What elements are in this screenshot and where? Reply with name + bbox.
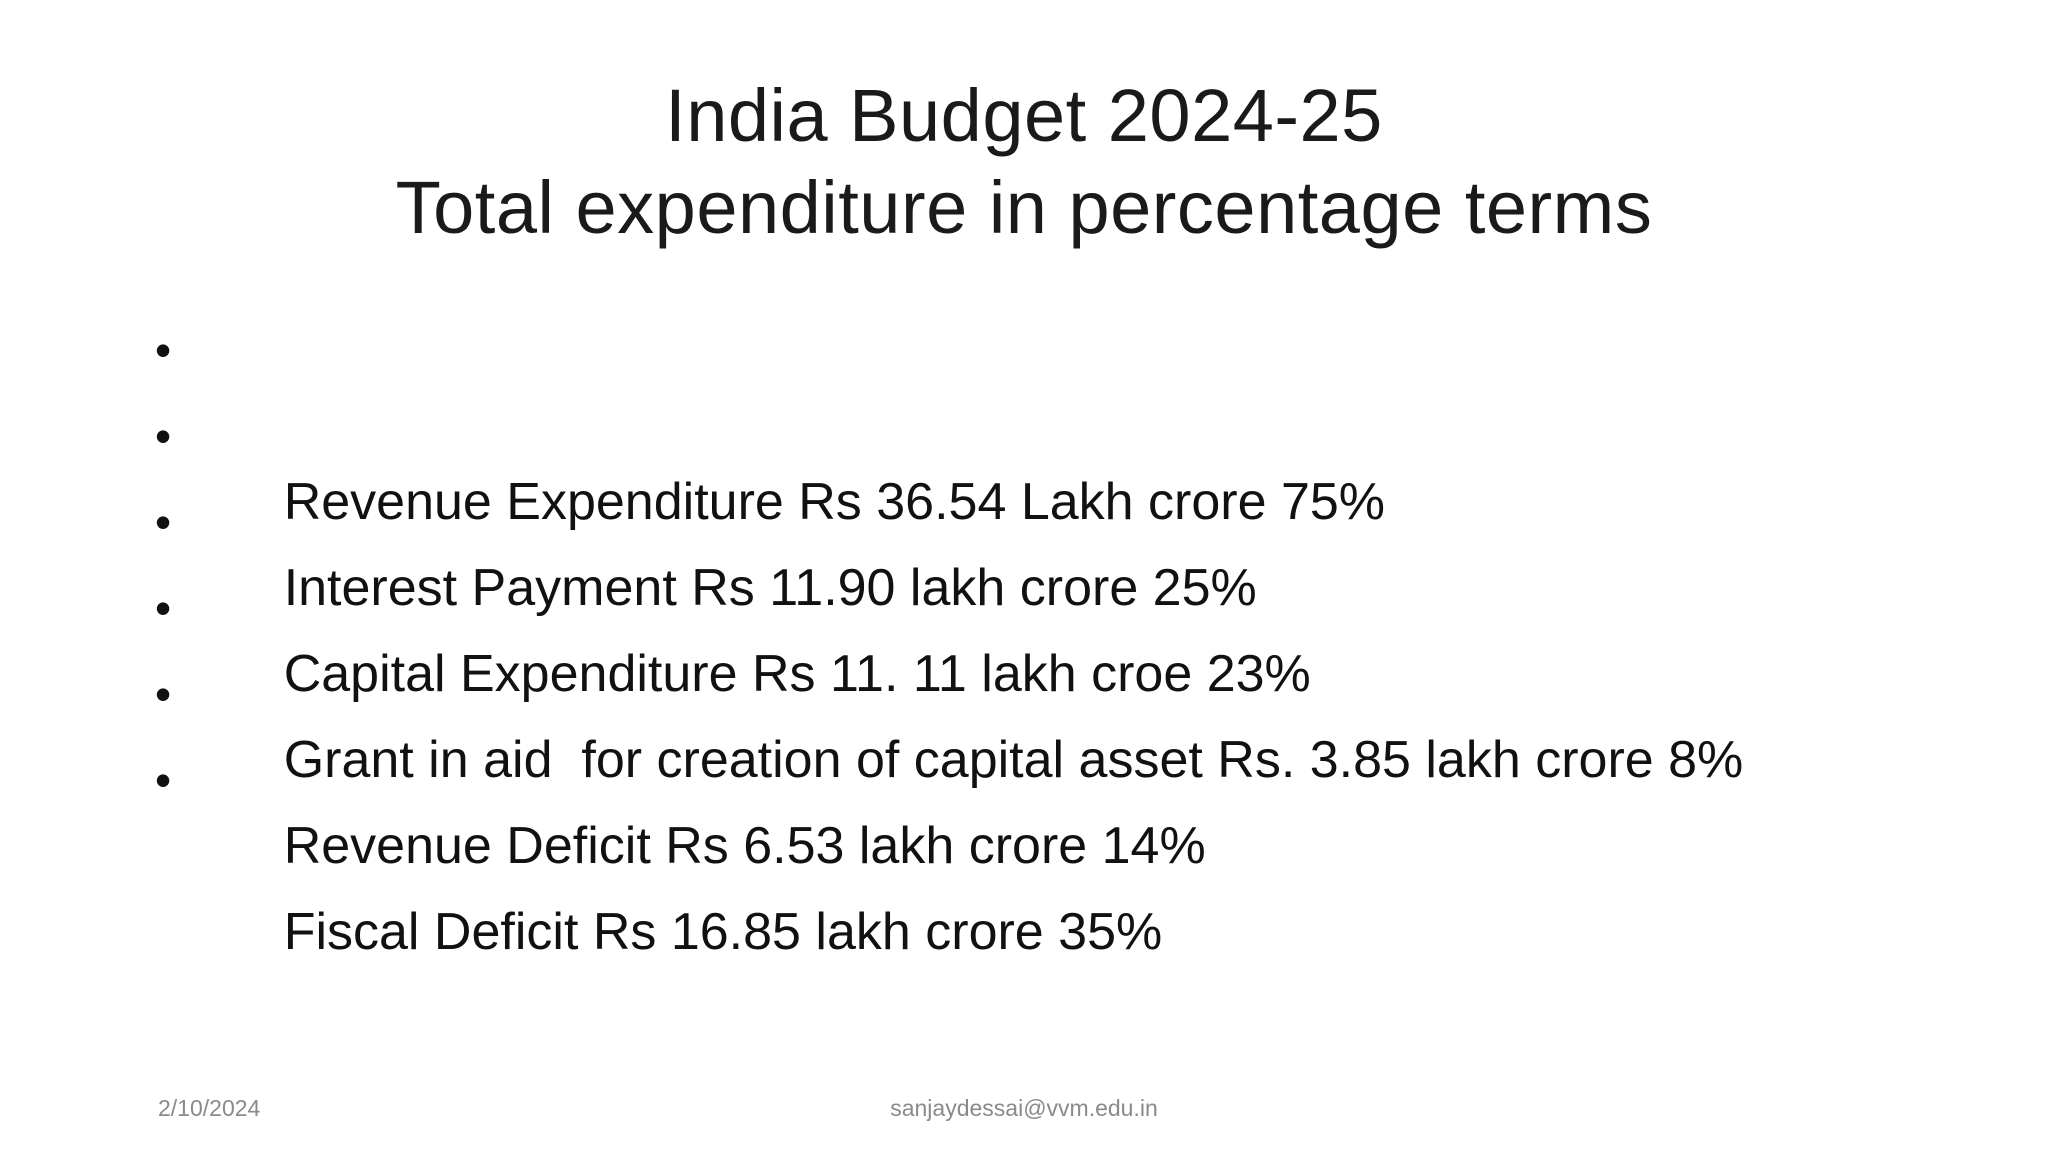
title-line-1: India Budget 2024-25 — [665, 74, 1383, 157]
bullet-icon: • — [155, 324, 172, 376]
bullet-item-fiscal-deficit: • Fiscal Deficit Rs 16.85 lakh crore 35% — [155, 742, 2005, 961]
bullet-icon: • — [155, 668, 172, 720]
bullet-text: Revenue Deficit Rs 6.53 lakh crore 14% — [283, 817, 1206, 875]
slide-title: India Budget 2024-25 Total expenditure i… — [0, 70, 2048, 254]
bullet-item-grant-in-aid: • Grant in aid for creation of capital a… — [155, 570, 2005, 789]
bullet-text: Fiscal Deficit Rs 16.85 lakh crore 35% — [283, 903, 1163, 961]
bullet-text: Capital Expenditure Rs 11. 11 lakh croe … — [283, 645, 1311, 703]
title-line-2: Total expenditure in percentage terms — [395, 166, 1653, 249]
bullet-list: • Revenue Expenditure Rs 36.54 Lakh cror… — [155, 312, 2005, 961]
bullet-icon: • — [155, 496, 172, 548]
bullet-icon: • — [155, 410, 172, 462]
bullet-item-revenue-deficit: • Revenue Deficit Rs 6.53 lakh crore 14% — [155, 656, 2005, 875]
bullet-icon: • — [155, 754, 172, 806]
bullet-text: Grant in aid for creation of capital ass… — [283, 731, 1744, 789]
bullet-item-revenue-expenditure: • Revenue Expenditure Rs 36.54 Lakh cror… — [155, 312, 2005, 531]
bullet-text: Revenue Expenditure Rs 36.54 Lakh crore … — [283, 473, 1386, 531]
bullet-icon: • — [155, 582, 172, 634]
footer-email: sanjaydessai@vvm.edu.in — [890, 1095, 1158, 1121]
footer-date: 2/10/2024 — [158, 1095, 261, 1121]
bullet-text: Interest Payment Rs 11.90 lakh crore 25% — [283, 559, 1257, 617]
bullet-item-interest-payment: • Interest Payment Rs 11.90 lakh crore 2… — [155, 398, 2005, 617]
bullet-item-capital-expenditure: • Capital Expenditure Rs 11. 11 lakh cro… — [155, 484, 2005, 703]
